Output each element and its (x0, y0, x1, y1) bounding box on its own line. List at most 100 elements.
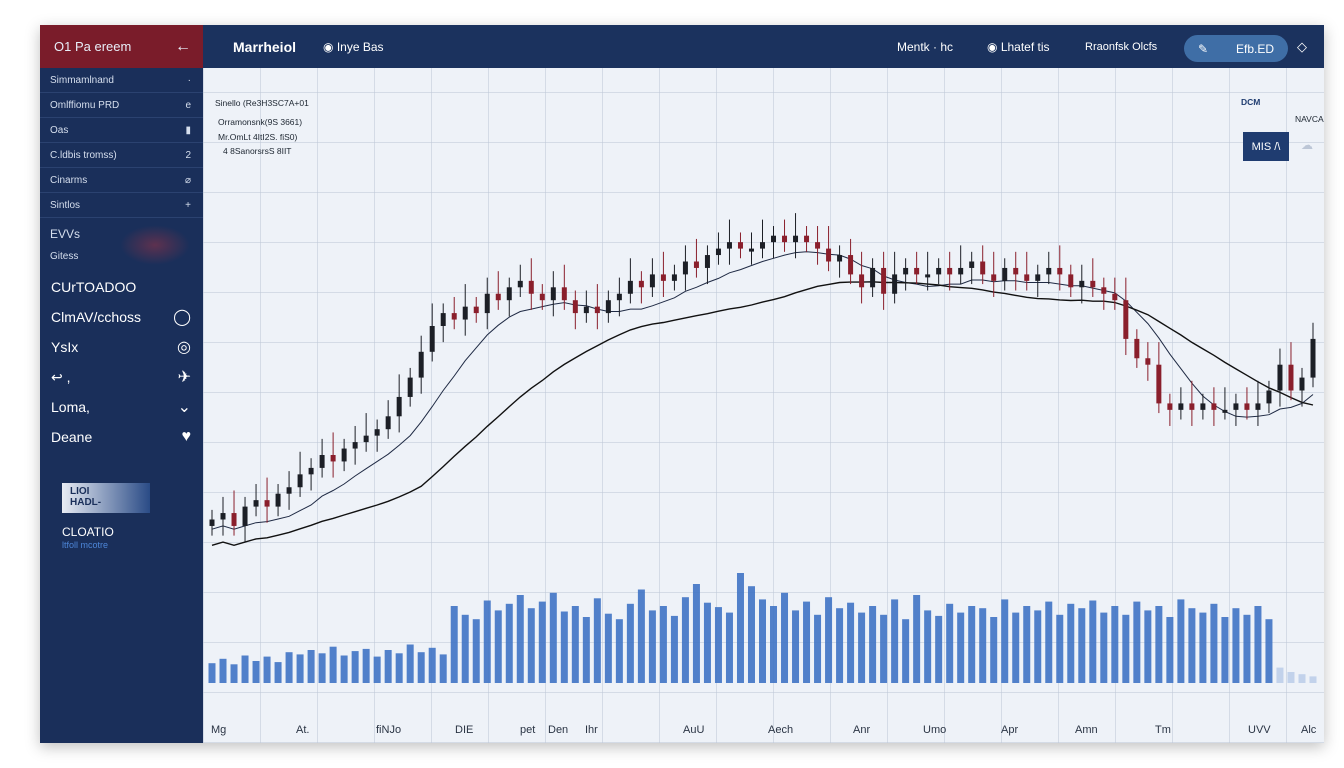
sidebar-item-label: Gitess (50, 251, 79, 262)
sidebar-item[interactable]: Omlffiomu PRD e (40, 93, 203, 118)
volume-bar (384, 650, 392, 683)
volume-bar (593, 598, 601, 683)
pill-label: Efb.ED (1235, 41, 1274, 56)
sidebar-item[interactable]: C.ldbis tromss) 2 (40, 143, 203, 168)
candle-body (1189, 403, 1195, 410)
right-label: NAVCA (1295, 114, 1324, 124)
volume-bar (759, 599, 766, 683)
volume-bar (538, 601, 546, 683)
chart-area[interactable]: Sinello (Re3H3SC7A+01 Orramonsnk(9S 3661… (203, 68, 1324, 743)
volume-bar (395, 653, 403, 683)
mode-button[interactable]: MIS /\ (1243, 132, 1289, 161)
candle-body (1211, 403, 1217, 410)
volume-bar (626, 603, 634, 683)
volume-bar (1309, 676, 1317, 683)
sidebar-item-label: Oas (50, 124, 69, 136)
candle-body (947, 267, 953, 275)
sidebar-nav-item[interactable]: Loma, ⌄ (40, 392, 203, 422)
sidebar-item[interactable]: Oas ▮ (40, 118, 203, 143)
menu-item[interactable]: ◉ Lhatef tis (987, 40, 1050, 54)
x-axis-label: Aech (768, 724, 794, 736)
volume-bar (285, 652, 293, 683)
volume-bar (1078, 608, 1086, 683)
sidebar-item[interactable]: Sintlos + (40, 193, 203, 218)
sidebar-item[interactable]: EVVs (40, 222, 203, 245)
sidebar-item-icon: ♥ (181, 428, 192, 445)
badge-line: HADL- (70, 497, 102, 508)
volume-bar (1287, 672, 1295, 683)
candle-body (1310, 338, 1316, 378)
candle-body (572, 300, 578, 314)
volume-bar (1067, 603, 1075, 683)
menu-markets[interactable]: Mentk · hc (897, 39, 954, 54)
candle-body (253, 500, 259, 507)
candle-body (319, 455, 325, 468)
nav-link-label: Inye Bas (336, 39, 384, 54)
volume-bar (373, 656, 381, 683)
cta-sublabel[interactable]: ltfoll mcotre (62, 540, 109, 550)
account-pill-button[interactable]: ✎ Efb.ED (1184, 35, 1288, 62)
volume-bar (957, 612, 965, 683)
candle-body (1145, 358, 1151, 365)
price-chart[interactable] (203, 68, 1324, 743)
candle-body (826, 248, 832, 262)
sidebar-item-icon: 2 (185, 149, 191, 161)
candle-body (958, 267, 964, 275)
candle-body (220, 513, 226, 520)
sidebar-nav-item[interactable]: Deane ♥ (40, 422, 203, 452)
cta-label[interactable]: CLOATIO (62, 525, 114, 539)
candle-body (286, 487, 292, 494)
sidebar-nav-item[interactable]: YsIx ◎ (40, 332, 203, 362)
nav-link[interactable]: ◉ Inye Bas (323, 40, 384, 54)
sidebar-nav-item[interactable]: ClmAV/cchoss ◯ (40, 302, 203, 332)
volume-bar (615, 619, 623, 683)
volume-bar (461, 614, 469, 683)
cloud-icon[interactable]: ☁ (1301, 138, 1313, 152)
candle-body (1123, 300, 1129, 339)
candle-body (363, 435, 369, 443)
menu-item[interactable]: Rraonfsk Olcfs (1085, 40, 1158, 53)
candle-body (671, 274, 677, 281)
candle-body (969, 261, 975, 268)
app-window: O1 Pa ereem ← Simmamlnand · Omlffiomu PRD e… (40, 25, 1324, 743)
candle-body (1299, 377, 1305, 391)
candle-body (407, 377, 413, 397)
sidebar-item-label: ClmAV/cchoss (51, 309, 141, 325)
volume-bar (1265, 619, 1273, 683)
volume-bar (880, 614, 888, 683)
sidebar-nav-item[interactable]: CUrTOADOO (40, 272, 203, 302)
volume-bar (891, 599, 899, 683)
sidebar-item[interactable]: Gitess (40, 245, 203, 268)
candle-body (374, 429, 380, 436)
candle-body (297, 474, 303, 488)
volume-bar (208, 663, 216, 683)
volume-bar (847, 602, 855, 683)
legend-line: Mr.OmLt 4ItI2S. fiS0) (218, 132, 298, 142)
back-arrow-icon[interactable]: ← (175, 37, 191, 55)
candle-body (1178, 403, 1184, 410)
volume-bar (1298, 674, 1306, 683)
sidebar-item[interactable]: Simmamlnand · (40, 68, 203, 93)
promo-badge[interactable]: LIOI HADL- (62, 483, 150, 513)
volume-bar (252, 661, 260, 683)
volume-bar (351, 651, 359, 683)
volume-bar (1023, 606, 1031, 683)
candle-body (275, 493, 281, 507)
sidebar-nav-item[interactable]: ↩ , ✈ (40, 362, 203, 392)
candle-body (782, 235, 788, 243)
moving-average-line (211, 251, 1314, 530)
candle-body (495, 293, 501, 301)
candle-body (209, 519, 215, 526)
candle-body (616, 293, 622, 301)
volume-bar (858, 612, 866, 683)
candle-body (1046, 267, 1052, 275)
volume-bar (1210, 603, 1218, 683)
candle-body (506, 287, 512, 301)
sidebar-item-label: Deane (51, 429, 93, 445)
sidebar-item[interactable]: Cinarms ⌀ (40, 168, 203, 193)
candle-body (1134, 338, 1140, 359)
candle-body (429, 326, 435, 352)
candle-body (804, 235, 810, 243)
diamond-icon[interactable]: ◇ (1297, 38, 1307, 54)
top-bar: Marrheiol ◉ Inye Bas Mentk · hc ◉ Lhatef… (203, 25, 1324, 68)
